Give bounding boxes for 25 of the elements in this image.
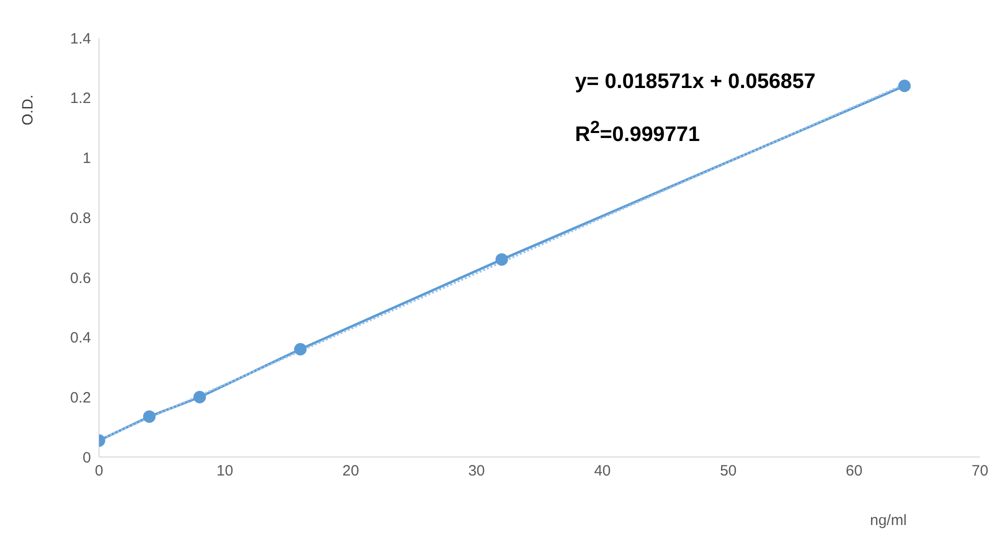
- x-tick-label: 0: [94, 462, 104, 480]
- point: [193, 390, 206, 404]
- x-tick-label: 40: [594, 462, 611, 480]
- point: [294, 343, 307, 356]
- x-tick-label: 30: [468, 462, 485, 480]
- y-tick-label: 0.4: [70, 330, 91, 347]
- x-axis-title: ng/ml: [870, 512, 907, 529]
- y-tick-label: 0.8: [70, 210, 91, 227]
- annotation: y= 0.018571x + 0.056857: [575, 70, 816, 94]
- point: [495, 253, 508, 266]
- x-tick-label: 50: [720, 462, 737, 480]
- y-tick-label: 0.6: [70, 270, 91, 287]
- x-tick-label: 70: [972, 462, 988, 480]
- y-tick-label: 0.2: [70, 389, 91, 406]
- y-tick-label: 1: [82, 150, 91, 168]
- point: [143, 410, 156, 423]
- annotation: R$^{2}$=0.999771: [575, 117, 700, 147]
- y-tick-label: 0: [82, 449, 91, 466]
- point: [898, 80, 911, 92]
- x-tick-label: 10: [216, 462, 234, 480]
- y-tick-label: 1.2: [70, 90, 91, 108]
- y-tick-label: 1.4: [70, 30, 91, 48]
- x-tick-label: 20: [342, 462, 360, 480]
- y-axis-title: O.D.: [20, 94, 36, 126]
- x-tick-label: 60: [846, 462, 862, 480]
